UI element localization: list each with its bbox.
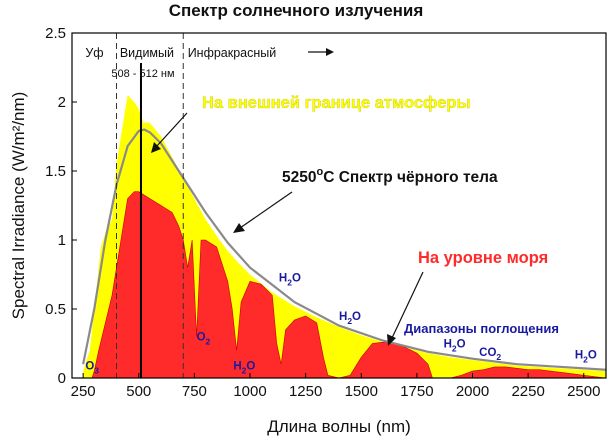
- arrow-top-of-atmosphere-head: [151, 142, 161, 153]
- arrow-sea-level-head: [387, 334, 396, 346]
- arrow-blackbody-line: [239, 191, 293, 229]
- annotation-sea-level: На уровне моря: [418, 249, 548, 267]
- absorption-label: H2O: [444, 339, 466, 354]
- plot-area: [82, 33, 606, 378]
- x-tick-label: 1750: [400, 383, 433, 400]
- x-tick-label: 500: [126, 383, 151, 400]
- x-tick-label: 2500: [567, 383, 600, 400]
- annotation-top-of-atmosphere: На внешней границе атмосферы: [202, 94, 471, 112]
- x-tick-label: 2250: [511, 383, 544, 400]
- annotation-blackbody: 5250oC Спектр чёрного тела: [282, 166, 498, 186]
- x-tick-label: 1500: [345, 383, 378, 400]
- absorption-label: H2O: [339, 311, 361, 326]
- y-tick-label: 0: [58, 370, 66, 387]
- x-tick-label: 1250: [289, 383, 322, 400]
- absorption-label: O2: [197, 332, 211, 347]
- y-tick-label: 1.5: [45, 163, 66, 180]
- infrared-arrow-head: [326, 48, 334, 56]
- absorption-label: O3: [85, 361, 99, 376]
- chart-title: Спектр солнечного излучения: [169, 1, 424, 20]
- arrow-blackbody-head: [233, 223, 245, 233]
- absorption-label: CO2: [479, 347, 501, 362]
- plot-clip-group: [82, 33, 606, 378]
- plot-frame: 250 500 750 1000 1250 1500 1750 2000 2250 2500 0 0.…: [9, 25, 607, 436]
- y-tick-label: 2.5: [45, 25, 66, 42]
- arrow-top-of-atmosphere-line: [155, 112, 188, 148]
- x-axis-label: Длина волны (nm): [267, 417, 411, 436]
- annotation-layer: Уф Видимый Инфракрасный 508 - 512 нм На внеш…: [85, 46, 597, 376]
- series-area-sea-level: [91, 191, 606, 378]
- absorption-label: H2O: [279, 272, 301, 287]
- absorption-label: H2O: [575, 350, 597, 365]
- series-line-blackbody: [82, 128, 606, 371]
- y-axis-label: Spectral Irradiance (W/m²/nm): [9, 92, 28, 320]
- y-tick-label: 2: [58, 94, 66, 111]
- arrow-sea-level-line: [391, 271, 424, 339]
- region-label-uv: Уф: [85, 46, 103, 60]
- x-tick-label: 2000: [456, 383, 489, 400]
- x-tick-label: 1000: [233, 383, 266, 400]
- region-label-visible: Видимый: [120, 46, 174, 60]
- region-label-infrared: Инфракрасный: [188, 46, 277, 60]
- plot-border: [71, 32, 607, 379]
- absorption-label: H2O: [233, 361, 255, 376]
- peak-label: 508 - 512 нм: [111, 68, 174, 80]
- x-tick-label: 750: [182, 383, 207, 400]
- x-tick-label: 250: [71, 383, 96, 400]
- y-tick-label: 1: [58, 232, 66, 249]
- y-tick-label: 0.5: [45, 301, 66, 318]
- annotation-absorption-bands: Диапазоны поглощения: [404, 321, 559, 336]
